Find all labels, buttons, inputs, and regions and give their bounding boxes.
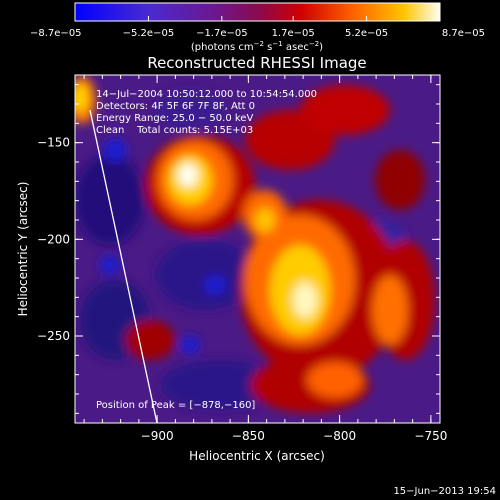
blue-spot <box>103 138 127 162</box>
colorbar-unit-label: (photons cm−2 s−1 asec−2) <box>191 40 323 53</box>
x-axis: −900 −850 −800 −750 <box>83 75 447 443</box>
colorbar-tick-label: 8.7e−05 <box>442 28 485 39</box>
x-axis-label: Heliocentric X (arcsec) <box>189 449 325 463</box>
colorbar-tick-label: 5.2e−05 <box>345 28 388 39</box>
y-tick-label: −150 <box>37 136 70 150</box>
orange-region <box>372 275 408 345</box>
dark-region <box>160 360 280 410</box>
annotation-time-range: 14−Jul−2004 10:50:12.000 to 10:54:54.000 <box>96 89 317 100</box>
dark-region <box>75 155 145 245</box>
annotation-peak-position: Position of Peak = [−878,−160] <box>96 400 255 411</box>
colorbar-tick-label: −1.7e−05 <box>196 28 248 39</box>
x-tick-label: −800 <box>323 429 356 443</box>
dark-region <box>155 90 225 130</box>
x-tick-label: −750 <box>414 429 447 443</box>
x-tick-label: −850 <box>232 429 265 443</box>
plot-frame <box>74 74 441 424</box>
blue-spot <box>204 275 226 295</box>
y-tick-label: −200 <box>37 232 70 246</box>
solar-limb-line <box>89 109 158 423</box>
red-region <box>125 320 175 360</box>
orange-region <box>307 362 363 398</box>
bright-core <box>178 163 198 187</box>
dark-region <box>155 240 255 310</box>
colorbar <box>74 2 441 22</box>
chart-title: Reconstructed RHESSI Image <box>147 54 366 72</box>
annotation-energy-range: Energy Range: 25.0 − 50.0 keV <box>96 113 253 124</box>
red-region <box>300 85 390 135</box>
bright-core <box>293 282 317 318</box>
footer-date: 15−Jun−2013 19:54 <box>393 486 496 497</box>
blue-spot <box>180 336 200 354</box>
yellow-region <box>255 208 275 232</box>
colorbar-ticks: −8.7e−05 −5.2e−05 −1.7e−05 1.7e−05 5.2e−05 8.… <box>30 16 485 39</box>
yellow-region <box>75 84 88 112</box>
annotation-detectors: Detectors: 4F 5F 6F 7F 8F, Att 0 <box>96 101 255 112</box>
colorbar-tick-label: 1.7e−05 <box>272 28 315 39</box>
y-axis-label: Heliocentric Y (arcsec) <box>16 182 30 317</box>
blue-spot <box>100 255 120 275</box>
colorbar-tick-label: −8.7e−05 <box>30 28 82 39</box>
y-tick-label: −250 <box>37 329 70 343</box>
y-axis: −150 −200 −250 <box>37 84 440 414</box>
colorbar-tick-label: −5.2e−05 <box>123 28 175 39</box>
x-tick-label: −900 <box>141 429 174 443</box>
annotation-clean-counts: Clean Total counts: 5.15E+03 <box>96 125 253 136</box>
red-region <box>375 150 425 210</box>
image-area <box>75 75 440 423</box>
